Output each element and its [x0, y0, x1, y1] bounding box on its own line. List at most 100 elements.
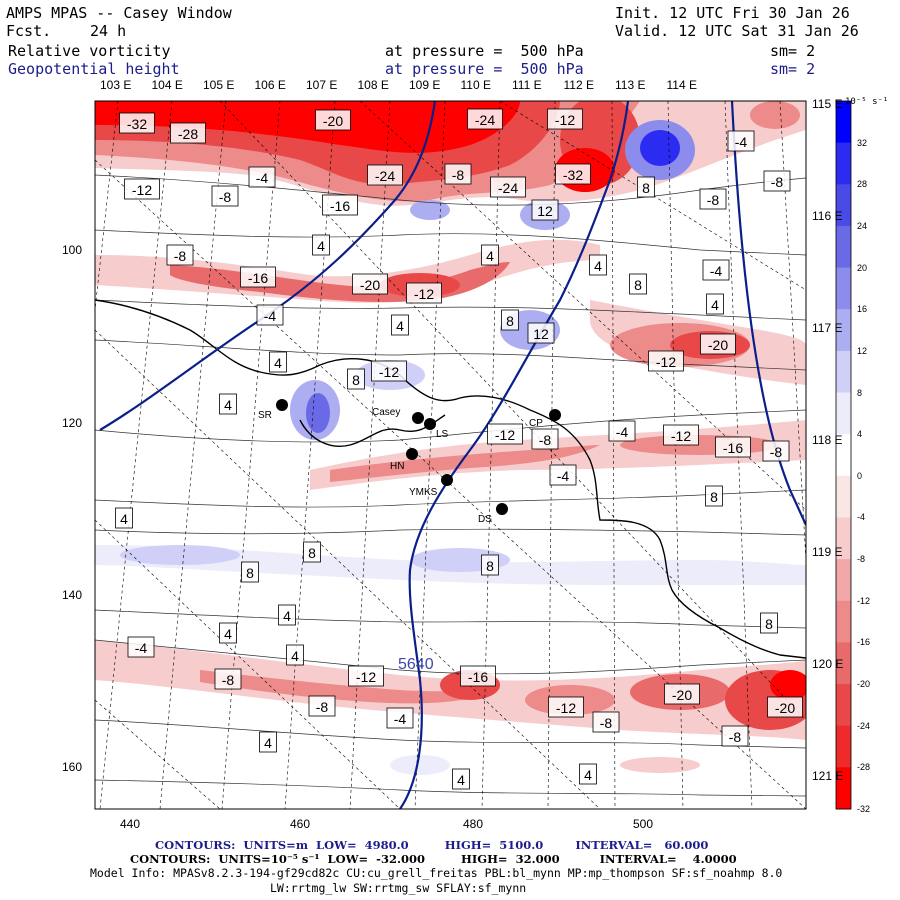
colorbar-swatch [836, 767, 851, 810]
contour-label: -20 [323, 113, 343, 129]
contour-label: -8 [316, 699, 329, 715]
contour-label: -4 [264, 308, 277, 324]
contour-label: 8 [352, 372, 360, 388]
contour-label: -4 [616, 424, 629, 440]
colorbar-label: -4 [857, 512, 866, 523]
contour-label: -8 [770, 444, 783, 460]
colorbar-label: -28 [857, 762, 871, 773]
contour-label-box [322, 194, 358, 216]
colorbar-label: 20 [857, 262, 868, 273]
contour-label: -32 [563, 167, 583, 183]
contour-label: -12 [356, 669, 376, 685]
contour-label: 12 [533, 326, 549, 342]
contour-label: 8 [506, 313, 514, 329]
colorbar-label: 4 [857, 429, 863, 440]
contour-label: -4 [710, 263, 723, 279]
longitude-label-top: 114 E [666, 78, 697, 92]
field2-pressure: at pressure = 500 hPa [385, 60, 584, 78]
contour-label: 4 [457, 772, 465, 788]
contour-label-box [124, 178, 160, 200]
contour-label: -8 [600, 715, 613, 731]
colorbar-unit: 10⁻⁵ s⁻¹ [845, 97, 889, 107]
x-tick-label: 480 [463, 817, 484, 831]
contour-label-box [347, 368, 365, 390]
contour-label-box [549, 464, 577, 486]
station-label: HN [390, 461, 405, 472]
longitude-label-right: 118 E [812, 433, 843, 447]
colorbar-swatch [836, 600, 851, 643]
field1-pressure: at pressure = 500 hPa [385, 42, 584, 60]
contour-label: 4 [396, 318, 404, 334]
contour-label-box [579, 763, 597, 785]
longitude-label-right: 117 E [812, 321, 843, 335]
contour-label-box [699, 188, 727, 210]
colorbar-swatch [836, 142, 851, 185]
contour-label-box [241, 561, 259, 583]
longitude-label-right: 119 E [812, 545, 843, 559]
longitude-label-right: 115 E [812, 97, 843, 111]
contour-label-box [352, 273, 388, 295]
footer-contours-vorticity: CONTOURS: UNITS=10⁻⁵ s⁻¹ LOW= -32.000 HI… [130, 852, 737, 866]
contour-label-box [367, 164, 403, 186]
contour-label-box [700, 333, 736, 355]
contour-label-box [467, 108, 503, 130]
contour-label-box [278, 604, 296, 626]
x-tick-label: 460 [290, 817, 311, 831]
colorbar-swatch [836, 225, 851, 269]
contour-label-box [214, 668, 242, 690]
coastline-bay [299, 414, 446, 447]
contour-label-box [763, 170, 791, 192]
contour-label-box [127, 636, 155, 658]
x-tick-label: 440 [120, 817, 141, 831]
contour-label: 4 [120, 511, 128, 527]
field2-sm: sm= 2 [770, 60, 816, 78]
contour-label: 4 [283, 608, 291, 624]
colorbar-swatch [836, 184, 851, 227]
contour-label: 4 [291, 648, 299, 664]
colorbar-label: -8 [857, 554, 866, 565]
contour-label: -4 [394, 711, 407, 727]
contour-label: -4 [256, 170, 269, 186]
contour-label-box [348, 665, 384, 687]
contour-label: 4 [486, 248, 494, 264]
contour-label-box [487, 423, 523, 445]
contour-label: -24 [498, 180, 518, 196]
contour-label: -12 [495, 427, 515, 443]
contour-label: -12 [379, 364, 399, 380]
contour-labels: -32 -28 -20 -24 -12 -24 -8 -24 -32 -8 -8 -12 -4 -8 -16… [115, 108, 803, 790]
contour-label: 4 [584, 767, 592, 783]
height-contour-label: 5640 [398, 656, 434, 673]
contour-label: 8 [642, 180, 650, 196]
contour-label: -4 [135, 640, 148, 656]
vorticity-contours [95, 174, 806, 797]
station-dot [424, 418, 436, 430]
contour-label-box [637, 176, 655, 198]
contour-label-box [481, 554, 499, 576]
station-dot [412, 412, 424, 424]
footer-model-info-2: LW:rrtmg_lw SW:rrtmg_sw SFLAY:sf_mynn [270, 881, 527, 895]
contour-label: 4 [317, 238, 325, 254]
contour-label-box [629, 273, 647, 295]
contour-label-box [166, 244, 194, 266]
longitude-label-right: 120 E [812, 657, 844, 671]
contour-label-box [501, 309, 519, 331]
contour-label: -20 [775, 700, 795, 716]
init-time: Init. 12 UTC Fri 30 Jan 26 [615, 4, 850, 22]
map-title: AMPS MPAS -- Casey Window [6, 4, 232, 22]
contour-label: -12 [414, 286, 434, 302]
colorbar-label: 28 [857, 179, 868, 190]
colorbar-label: 8 [857, 387, 863, 398]
contour-label: -8 [771, 174, 784, 190]
longitude-label-top: 108 E [357, 78, 389, 92]
colorbar-label: -32 [857, 804, 871, 814]
contour-label: -8 [222, 672, 235, 688]
contour-label: 8 [765, 616, 773, 632]
colorbar-swatch [836, 642, 851, 685]
longitude-label-top: 109 E [409, 78, 441, 92]
contour-label-box [444, 163, 472, 185]
contour-label-box [391, 314, 409, 336]
contour-label-box [170, 122, 206, 144]
station-label: Casey [372, 407, 401, 418]
longitude-label-top: 104 E [151, 78, 183, 92]
y-tick-label: 140 [62, 588, 83, 602]
